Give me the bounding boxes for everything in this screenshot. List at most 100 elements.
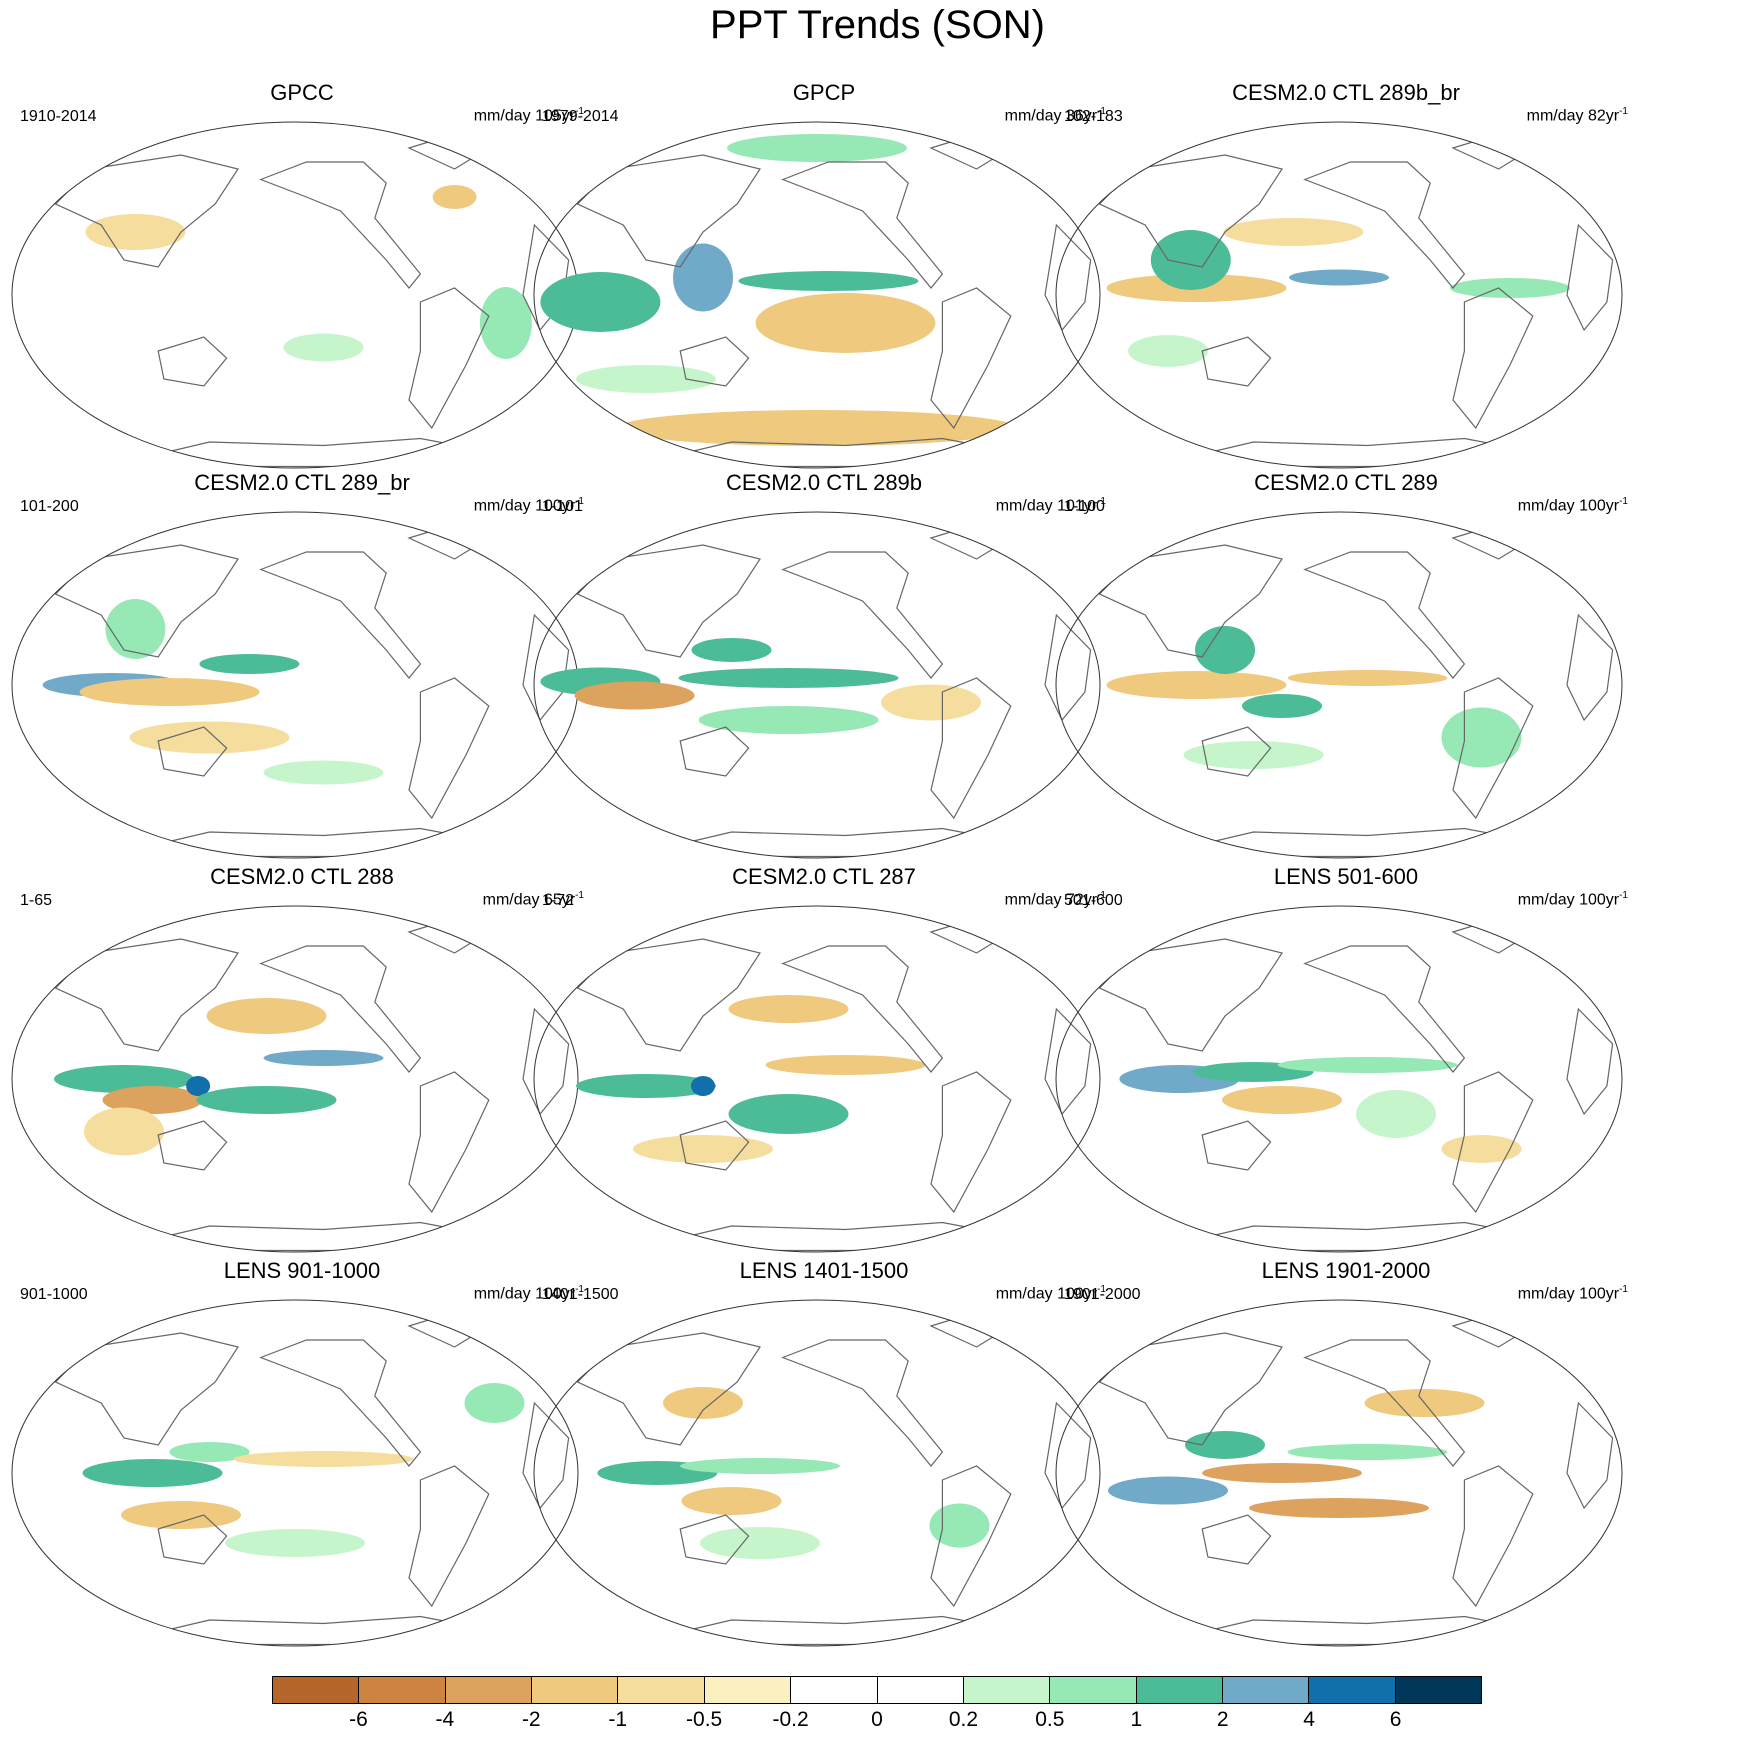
panel-units-text: mm/day 100yr: [473, 497, 576, 515]
panel-units: mm/day 100yr-1: [1518, 890, 1628, 909]
map-panel-cesm2-0-ctl-289b-br: CESM2.0 CTL 289b_br 102-183 mm/day 82yr-1: [1054, 80, 1638, 469]
panel-units: mm/day 65yr-1: [483, 890, 584, 909]
coastline: [1451, 1311, 1535, 1348]
map-panel-lens-501-600: LENS 501-600 501-600 mm/day 100yr-1: [1054, 864, 1638, 1253]
panel-units-text: mm/day 105yr: [473, 107, 576, 125]
colorbar-box: [445, 1677, 533, 1703]
panel-period: 1401-1500: [542, 1286, 619, 1303]
coastline: [576, 154, 761, 268]
panel-period: 1-101: [542, 498, 583, 515]
panel-units-exponent: -1: [1619, 890, 1628, 901]
map-border: [1055, 905, 1623, 1253]
panel-title: CESM2.0 CTL 288: [210, 864, 394, 889]
panel-period: 102-183: [1064, 108, 1123, 125]
trend-contour: [479, 287, 532, 359]
coastline: [407, 1311, 491, 1348]
coastline: [1098, 1332, 1283, 1446]
panel-units-text: mm/day 100yr: [1517, 891, 1620, 909]
colorbar-box: [791, 1677, 878, 1703]
trend-contour: [84, 1107, 164, 1156]
panel-units: mm/day 100yr-1: [996, 1284, 1106, 1303]
colorbar-box: [963, 1677, 1051, 1703]
coastline: [157, 1120, 228, 1171]
panel-units-text: mm/day 100yr: [995, 1285, 1098, 1303]
colorbar-tick-label: 4: [1303, 1708, 1315, 1731]
coastline: [1566, 1401, 1614, 1510]
coastline: [929, 523, 1013, 560]
trend-contour: [574, 681, 695, 710]
trend-contour: [1183, 741, 1324, 769]
trend-contour: [1450, 278, 1570, 298]
coastline: [1098, 154, 1283, 268]
trend-contour: [691, 1076, 715, 1096]
map-panel-gpcc: GPCC 1910-2014 mm/day 105yr-1: [10, 80, 594, 469]
trend-contour: [105, 599, 166, 659]
trend-contour: [464, 1383, 525, 1423]
panel-units-text: mm/day 100yr: [1517, 497, 1620, 515]
panel-units-exponent: -1: [575, 106, 584, 117]
trend-contour: [263, 1050, 384, 1066]
world-map: [533, 511, 1101, 859]
coastline: [135, 1615, 495, 1646]
trend-contour: [1441, 1135, 1522, 1163]
coastline: [657, 1221, 1017, 1252]
coastline: [1179, 1221, 1539, 1252]
trend-contour: [1150, 230, 1231, 290]
coastline: [259, 161, 422, 289]
colorbar-box: [273, 1677, 360, 1703]
coastline: [781, 945, 944, 1073]
panel-units-exponent: -1: [1097, 1284, 1106, 1295]
panel-units-exponent: -1: [1097, 890, 1106, 901]
colorbar-tick-label: 0: [871, 1708, 883, 1731]
colorbar-box: [1136, 1677, 1223, 1703]
coastline: [54, 544, 239, 658]
trend-contour: [1106, 671, 1287, 699]
coastline: [929, 133, 1013, 170]
trend-contour: [186, 1076, 211, 1096]
colorbar-box: [359, 1677, 446, 1703]
trend-contour: [1128, 335, 1208, 367]
coastline: [1452, 287, 1534, 430]
coastline: [259, 1339, 422, 1467]
coastline: [408, 677, 490, 820]
panel-units-text: mm/day 36yr: [1004, 107, 1098, 125]
panel-units-exponent: -1: [1619, 496, 1628, 507]
colorbar-box: [618, 1677, 705, 1703]
trend-contour: [169, 1442, 250, 1462]
coastline: [576, 1332, 761, 1446]
trend-contour: [929, 1503, 990, 1548]
coastline: [408, 1071, 490, 1214]
panel-units: mm/day 100yr-1: [1518, 496, 1628, 515]
panel-title: LENS 901-1000: [223, 1258, 381, 1283]
panel-units: mm/day 82yr-1: [1527, 106, 1628, 125]
coastline: [1179, 1615, 1539, 1646]
world-map: [533, 905, 1101, 1253]
trend-contour: [263, 760, 384, 785]
coastline: [407, 917, 491, 954]
trend-contour: [1195, 626, 1255, 674]
trend-contour: [432, 185, 477, 209]
colorbar-tick-label: -1: [608, 1708, 628, 1731]
trend-contour: [728, 995, 849, 1023]
coastline: [1303, 551, 1466, 679]
panel-title: CESM2.0 CTL 289b_br: [1232, 80, 1460, 105]
world-map: [533, 121, 1101, 469]
trend-contour: [1441, 707, 1522, 768]
panel-title: GPCP: [792, 80, 856, 105]
coastline: [657, 827, 1017, 858]
coastline: [157, 726, 228, 777]
coastline: [930, 1071, 1012, 1214]
coastline: [929, 1311, 1013, 1348]
panel-period: 501-600: [1064, 892, 1123, 909]
coastline: [1201, 1514, 1272, 1565]
coastline: [781, 161, 944, 289]
coastline: [657, 1615, 1017, 1646]
trend-contour: [1223, 218, 1364, 246]
trend-contour: [1202, 1463, 1362, 1483]
panel-period: 1901-2000: [1064, 1286, 1141, 1303]
colorbar-box: [704, 1677, 792, 1703]
panel-title: GPCC: [270, 80, 334, 105]
figure-title: PPT Trends (SON): [710, 3, 1045, 47]
world-map: [11, 1299, 579, 1647]
coastline: [259, 945, 422, 1073]
